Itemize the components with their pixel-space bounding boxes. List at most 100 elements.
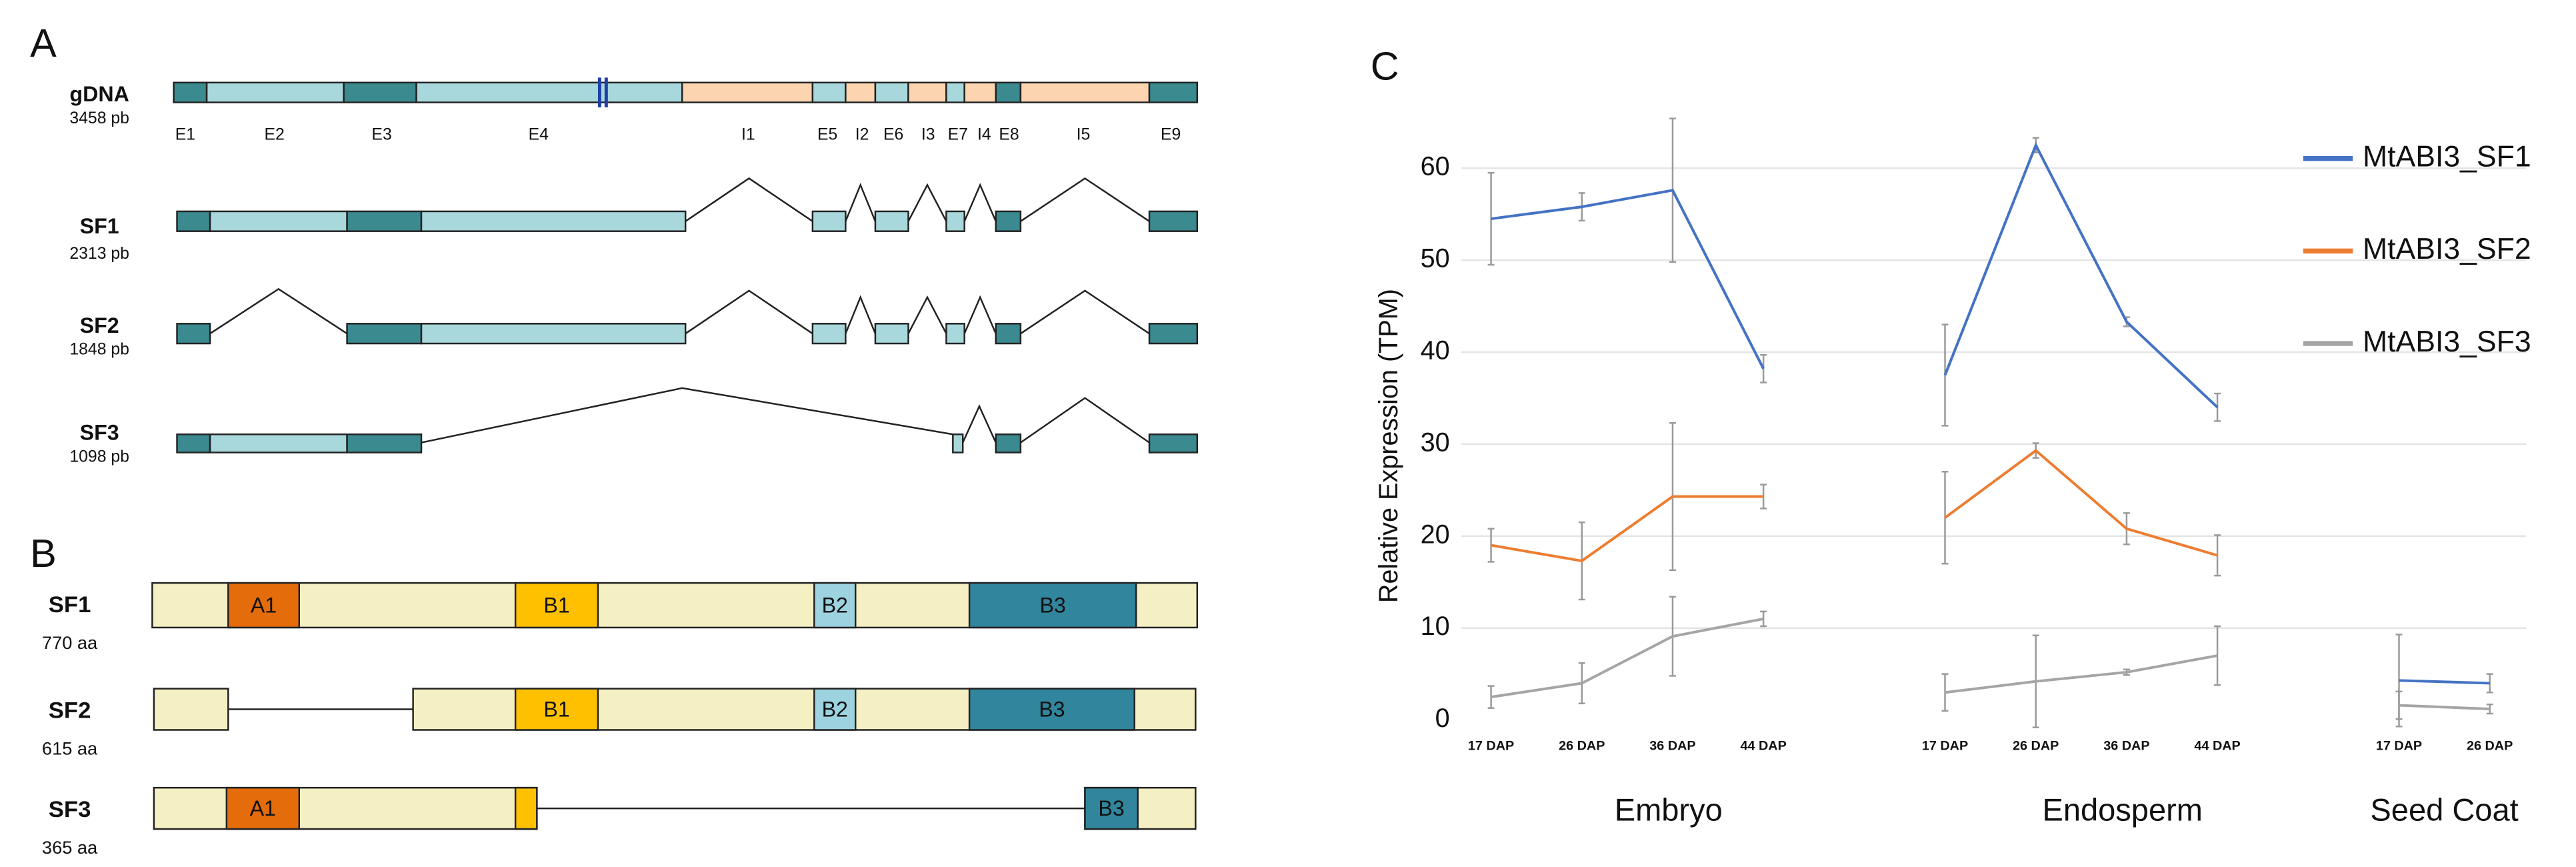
intron-line [907, 183, 947, 222]
intron-line [962, 404, 997, 444]
segment-label: I2 [855, 126, 869, 144]
segment-label: E7 [948, 126, 968, 144]
exon [995, 434, 1022, 454]
track-name: gDNA [69, 82, 129, 106]
track-name: SF3 [80, 421, 119, 445]
domain-label: B3 [1039, 698, 1065, 722]
y-tick-label: 10 [1421, 612, 1450, 641]
series-line [1491, 141, 2490, 685]
y-tick-label: 40 [1421, 335, 1450, 365]
exon [346, 323, 423, 345]
exon [995, 323, 1022, 345]
domain [227, 582, 301, 629]
exon [874, 210, 909, 232]
intron-line [845, 183, 877, 222]
panel-label: B [30, 531, 57, 576]
legend-label: MtABI3_SF2 [2363, 233, 2531, 265]
x-tick-label: 17 DAP [2376, 738, 2422, 753]
exon [952, 434, 964, 454]
exon [995, 210, 1022, 232]
track-name: SF1 [80, 214, 119, 238]
y-tick-label: 30 [1421, 427, 1450, 457]
gdna-segment [945, 81, 965, 103]
domain [514, 582, 599, 629]
exon [1148, 323, 1199, 345]
domain-label: A1 [251, 594, 277, 618]
y-tick-label: 0 [1435, 704, 1450, 733]
gdna-segment [845, 81, 877, 103]
intron-line [685, 177, 813, 222]
segment-label: I4 [977, 126, 991, 144]
protein [153, 688, 229, 731]
segment-label: I1 [741, 126, 755, 144]
series-line [1491, 617, 2490, 711]
domain-label: B1 [543, 594, 569, 618]
segment-label: E2 [264, 126, 284, 144]
exon [176, 323, 211, 345]
domain-label: B3 [1039, 594, 1065, 618]
domain-label: B3 [1098, 796, 1124, 820]
domain-label: B2 [822, 698, 848, 722]
intron-line [907, 295, 947, 334]
exon [945, 210, 965, 232]
intron-line [421, 387, 953, 444]
domain [968, 582, 1137, 629]
group-label: Embryo [1615, 792, 1723, 828]
y-axis-label: Relative Expression (TPM) [1374, 289, 1403, 603]
intron-line [963, 295, 997, 334]
exon [874, 323, 909, 345]
intron-line [209, 287, 348, 335]
x-tick-label: 17 DAP [1922, 738, 1968, 753]
intron-line [845, 295, 877, 334]
legend-label: MtABI3_SF1 [2363, 140, 2531, 173]
panel-label: A [30, 21, 57, 65]
track-size: 2313 pb [69, 245, 129, 263]
domain-label: B1 [543, 698, 569, 722]
gdna-segment [205, 81, 345, 103]
domain [514, 786, 538, 830]
segment-label: E3 [371, 126, 391, 144]
y-tick-label: 50 [1421, 244, 1450, 273]
x-tick-label: 36 DAP [2103, 738, 2149, 753]
track-size: 3458 pb [69, 109, 129, 127]
x-tick-label: 26 DAP [1559, 738, 1605, 753]
exon [945, 323, 965, 345]
exon [420, 210, 687, 232]
domain [813, 582, 857, 629]
x-tick-label: 26 DAP [2013, 738, 2059, 753]
segment-label: I5 [1077, 126, 1091, 144]
track-name: SF2 [49, 698, 91, 723]
intron-line [963, 183, 997, 222]
track-size: 615 aa [42, 738, 98, 758]
gdna-segment [681, 81, 814, 103]
gdna-segment [343, 81, 417, 103]
intron-line [685, 289, 813, 335]
y-tick-label: 20 [1421, 520, 1450, 549]
exon [1148, 210, 1199, 232]
gdna-segment [1019, 81, 1151, 103]
segment-label: E5 [817, 126, 837, 144]
x-tick-label: 44 DAP [2194, 738, 2240, 753]
panel-label: C [1371, 44, 1399, 89]
track-name: SF2 [80, 313, 119, 337]
track-size: 1098 pb [69, 448, 129, 466]
segment-label: E8 [999, 126, 1019, 144]
domain [514, 688, 599, 731]
exon [346, 210, 423, 232]
domain [968, 688, 1135, 731]
y-tick-label: 60 [1421, 152, 1450, 181]
gdna-segment [811, 81, 847, 103]
x-tick-label: 44 DAP [1740, 738, 1786, 753]
domain-label: A1 [250, 796, 276, 820]
segment-label: E1 [175, 126, 195, 144]
segment-label: E9 [1161, 126, 1181, 144]
gdna-segment [415, 81, 683, 103]
exon [346, 434, 423, 454]
exon [811, 210, 847, 232]
exon [176, 434, 211, 454]
x-tick-label: 36 DAP [1649, 738, 1695, 753]
track-name: SF1 [49, 592, 91, 618]
track-size: 365 aa [42, 837, 98, 858]
intron-line [1020, 177, 1150, 222]
